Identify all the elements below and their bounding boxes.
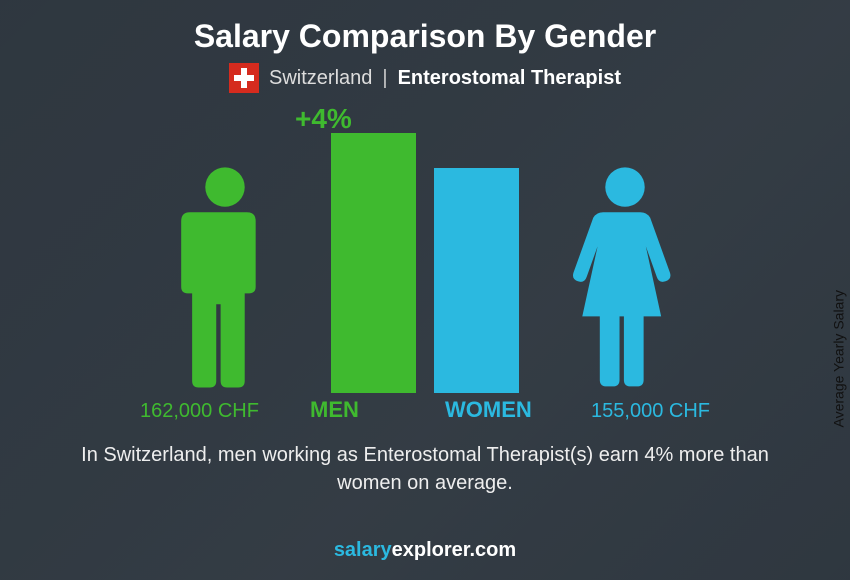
brand-part-1: salary <box>334 539 392 561</box>
men-label: MEN <box>310 397 359 423</box>
country-label: Switzerland <box>269 67 372 90</box>
brand-part-2: explorer.com <box>392 539 517 561</box>
y-axis-label: Average Yearly Salary <box>830 290 846 428</box>
role-label: Enterostomal Therapist <box>398 67 621 90</box>
chart-area: +4% MEN WOMEN 162,000 CHF 155,000 CHF <box>0 103 850 433</box>
women-label: WOMEN <box>445 397 532 423</box>
delta-badge: +4% <box>295 103 352 135</box>
bar-men <box>331 133 416 393</box>
subtitle: Switzerland | Enterostomal Therapist <box>0 63 850 93</box>
page-title: Salary Comparison By Gender <box>0 0 850 55</box>
swiss-flag-icon <box>229 63 259 93</box>
bar-group <box>331 133 519 393</box>
women-salary: 155,000 CHF <box>591 400 710 423</box>
bar-women <box>434 168 519 393</box>
summary-text: In Switzerland, men working as Enterosto… <box>0 433 850 497</box>
footer: salaryexplorer.com <box>0 539 850 562</box>
female-figure-icon <box>570 163 680 398</box>
male-figure-icon <box>170 163 280 398</box>
men-salary: 162,000 CHF <box>140 400 259 423</box>
separator: | <box>382 67 387 90</box>
